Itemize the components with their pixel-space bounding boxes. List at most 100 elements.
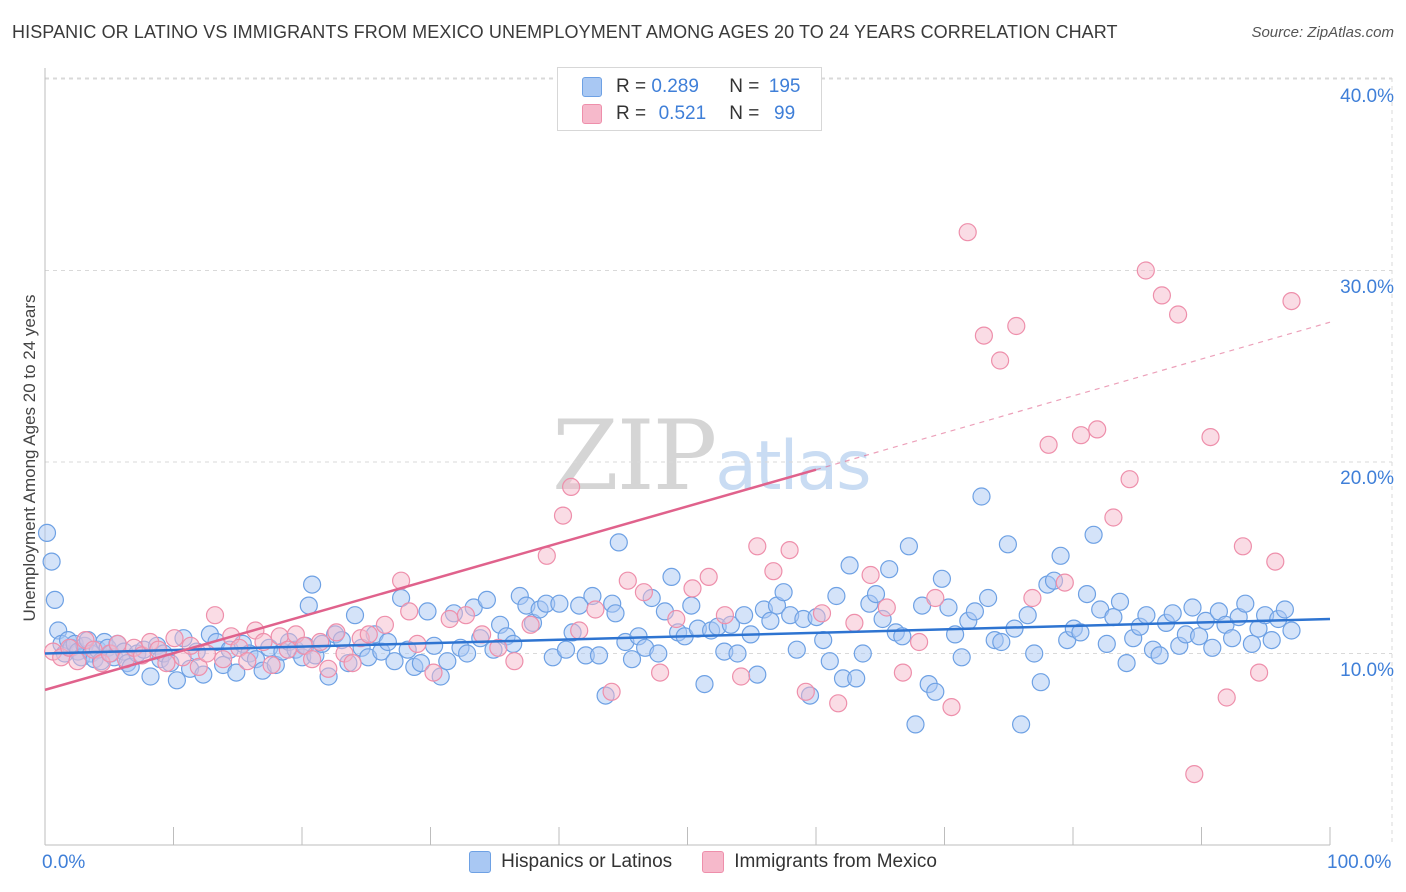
- hispanics-point-115: [695, 674, 714, 694]
- hispanics-point-174: [1084, 525, 1103, 544]
- trend-line-immigrants: [44, 468, 817, 692]
- hispanics-point-169: [1051, 546, 1070, 565]
- hispanics-point-151: [932, 569, 952, 588]
- immigrants-point-46: [456, 606, 475, 625]
- hispanics-point-134: [820, 652, 839, 671]
- immigrants-point-56: [602, 682, 621, 701]
- hispanics-point-138: [847, 669, 866, 688]
- immigrants-point-98: [1282, 292, 1301, 311]
- legend-n-value: 195: [768, 76, 801, 97]
- immigrants-point-55: [586, 600, 605, 619]
- hispanics-point-160: [992, 632, 1011, 652]
- immigrants-point-39: [359, 625, 378, 644]
- legend-row-immigrants: R = 0.521 N = 99: [582, 102, 805, 126]
- hispanics-point-157: [972, 487, 991, 506]
- watermark: ZIPatlas: [552, 400, 872, 512]
- immigrants-point-20: [205, 606, 225, 625]
- y-tick-label-10: 10.0%: [1340, 660, 1394, 681]
- immigrants-point-63: [715, 606, 735, 625]
- trend-line-hispanics: [44, 617, 1331, 655]
- legend-n-value: 99: [774, 103, 796, 124]
- immigrants-point-96: [1249, 663, 1269, 682]
- hispanics-point-163: [1011, 715, 1031, 734]
- immigrants-point-65: [748, 537, 767, 556]
- immigrants-point-91: [1168, 305, 1188, 324]
- immigrants-point-89: [1136, 261, 1155, 280]
- hispanics-point-145: [893, 627, 912, 646]
- immigrants-point-86: [1088, 420, 1107, 439]
- immigrants-point-26: [254, 632, 273, 652]
- source-credit: Source: ZipAtlas.com: [1251, 24, 1394, 41]
- hispanics-point-141: [866, 584, 886, 604]
- watermark-zip: ZIP: [552, 400, 717, 512]
- immigrants-point-61: [683, 579, 702, 598]
- hispanics-point-192: [1203, 638, 1222, 657]
- hispanics-point-2: [45, 590, 65, 610]
- hispanics-point-1: [42, 552, 61, 571]
- immigrants-point-74: [893, 663, 913, 682]
- immigrants-point-88: [1120, 470, 1139, 489]
- hispanics-point-158: [978, 588, 998, 608]
- immigrants-point-27: [262, 655, 281, 675]
- immigrants-point-53: [561, 477, 581, 496]
- legend-label-immigrants: Immigrants from Mexico: [734, 851, 937, 872]
- legend-r-label: R =: [616, 76, 647, 97]
- legend-n-label: N =: [729, 76, 760, 97]
- immigrants-point-84: [1055, 573, 1074, 592]
- immigrants-point-19: [197, 644, 216, 663]
- immigrants-point-81: [1007, 316, 1026, 336]
- hispanics-point-120: [728, 644, 747, 663]
- immigrants-point-29: [278, 640, 297, 659]
- hispanics-point-67: [385, 652, 404, 671]
- hispanics-point-177: [1104, 607, 1123, 627]
- hispanics-point-179: [1117, 653, 1136, 673]
- hispanics-point-172: [1071, 623, 1090, 642]
- hispanics-point-139: [853, 644, 872, 663]
- hispanics-point-166: [1031, 673, 1050, 692]
- legend-n-label: N =: [729, 103, 760, 124]
- immigrants-point-75: [909, 632, 929, 652]
- immigrants-point-51: [537, 546, 556, 565]
- hispanics-point-161: [998, 535, 1018, 554]
- hispanics-point-113: [682, 596, 701, 615]
- hispanics-point-0: [37, 523, 57, 543]
- hispanics-point-102: [609, 533, 628, 552]
- immigrants-point-77: [942, 697, 961, 717]
- hispanics-point-137: [840, 556, 859, 575]
- legend-item-hispanics[interactable]: Hispanics or Latinos: [469, 851, 672, 873]
- hispanics-point-198: [1242, 634, 1262, 654]
- hispanics-point-75: [438, 652, 457, 671]
- immigrants-point-34: [319, 659, 338, 678]
- immigrants-point-49: [505, 652, 524, 671]
- hispanics-point-156: [965, 602, 985, 621]
- hispanics-point-182: [1137, 606, 1156, 625]
- trend-lines: [44, 321, 1331, 692]
- immigrants-point-68: [796, 682, 815, 701]
- immigrants-point-32: [303, 650, 322, 669]
- immigrants-point-21: [214, 650, 233, 669]
- chart-title: HISPANIC OR LATINO VS IMMIGRANTS FROM ME…: [12, 22, 1118, 42]
- immigrants-point-73: [877, 598, 896, 617]
- hispanics-point-147: [906, 715, 925, 734]
- immigrants-point-33: [311, 632, 330, 652]
- immigrants-point-62: [699, 567, 718, 587]
- hispanics-point-121: [734, 606, 754, 625]
- hispanics-point-108: [649, 644, 668, 663]
- correlation-legend: R = 0.289 N = 195 R = 0.521 N = 99: [557, 67, 822, 131]
- hispanics-point-71: [411, 653, 430, 673]
- hispanics-point-73: [425, 636, 444, 655]
- hispanics-point-146: [899, 537, 919, 556]
- hispanics-point-92: [550, 594, 569, 613]
- immigrants-point-71: [845, 613, 864, 633]
- immigrants-point-72: [861, 565, 880, 585]
- hispanics-point-186: [1163, 604, 1182, 623]
- legend-r-value: 0.289: [651, 76, 699, 97]
- hispanics-point-123: [748, 665, 767, 684]
- legend-item-immigrants[interactable]: Immigrants from Mexico: [702, 851, 937, 873]
- hispanics-point-204: [1282, 621, 1301, 640]
- hispanics-point-101: [606, 604, 625, 623]
- hispanics-point-173: [1077, 584, 1097, 604]
- hispanics-point-165: [1025, 644, 1044, 663]
- hispanics-point-176: [1097, 634, 1116, 654]
